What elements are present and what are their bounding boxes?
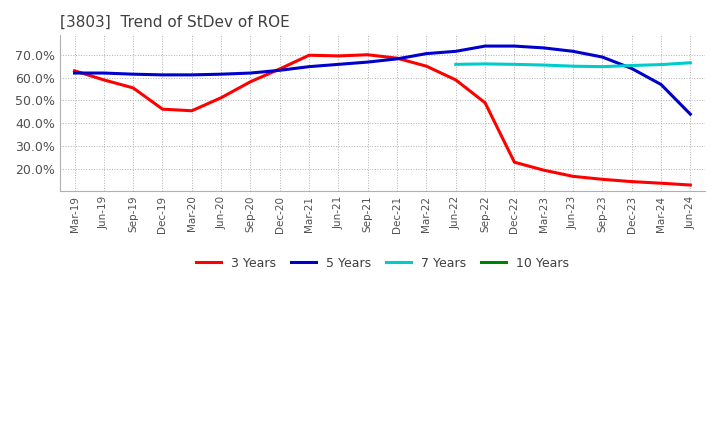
5 Years bbox=[393, 56, 402, 62]
5 Years bbox=[217, 72, 225, 77]
3 Years bbox=[393, 55, 402, 61]
5 Years bbox=[481, 44, 490, 49]
5 Years bbox=[539, 45, 548, 51]
3 Years bbox=[569, 174, 577, 179]
3 Years bbox=[187, 108, 196, 114]
Legend: 3 Years, 5 Years, 7 Years, 10 Years: 3 Years, 5 Years, 7 Years, 10 Years bbox=[191, 252, 574, 275]
3 Years bbox=[246, 79, 255, 84]
5 Years bbox=[686, 112, 695, 117]
3 Years bbox=[364, 52, 372, 57]
7 Years bbox=[657, 62, 665, 67]
5 Years bbox=[129, 72, 138, 77]
3 Years bbox=[598, 177, 607, 182]
Text: [3803]  Trend of StDev of ROE: [3803] Trend of StDev of ROE bbox=[60, 15, 289, 30]
3 Years bbox=[451, 77, 460, 83]
5 Years bbox=[598, 55, 607, 60]
5 Years bbox=[569, 49, 577, 54]
3 Years bbox=[422, 63, 431, 69]
5 Years bbox=[99, 70, 108, 76]
7 Years bbox=[598, 64, 607, 69]
5 Years bbox=[657, 82, 665, 87]
3 Years bbox=[510, 160, 518, 165]
3 Years bbox=[627, 179, 636, 184]
7 Years bbox=[569, 63, 577, 69]
3 Years bbox=[686, 183, 695, 188]
3 Years bbox=[657, 180, 665, 186]
3 Years bbox=[158, 106, 167, 112]
5 Years bbox=[422, 51, 431, 56]
Line: 5 Years: 5 Years bbox=[75, 46, 690, 114]
5 Years bbox=[246, 70, 255, 76]
7 Years bbox=[686, 60, 695, 66]
5 Years bbox=[187, 72, 196, 77]
3 Years bbox=[539, 168, 548, 173]
3 Years bbox=[71, 68, 79, 73]
Line: 7 Years: 7 Years bbox=[456, 63, 690, 66]
Line: 3 Years: 3 Years bbox=[75, 55, 690, 185]
5 Years bbox=[276, 68, 284, 73]
5 Years bbox=[451, 49, 460, 54]
5 Years bbox=[334, 62, 343, 67]
7 Years bbox=[481, 61, 490, 66]
5 Years bbox=[510, 44, 518, 49]
7 Years bbox=[451, 62, 460, 67]
5 Years bbox=[305, 64, 313, 69]
7 Years bbox=[627, 63, 636, 68]
3 Years bbox=[99, 77, 108, 83]
3 Years bbox=[334, 53, 343, 59]
7 Years bbox=[510, 62, 518, 67]
3 Years bbox=[481, 100, 490, 106]
7 Years bbox=[539, 62, 548, 68]
5 Years bbox=[364, 59, 372, 65]
3 Years bbox=[276, 66, 284, 72]
3 Years bbox=[129, 85, 138, 91]
5 Years bbox=[627, 66, 636, 71]
5 Years bbox=[71, 70, 79, 76]
3 Years bbox=[217, 95, 225, 100]
5 Years bbox=[158, 72, 167, 77]
3 Years bbox=[305, 52, 313, 58]
